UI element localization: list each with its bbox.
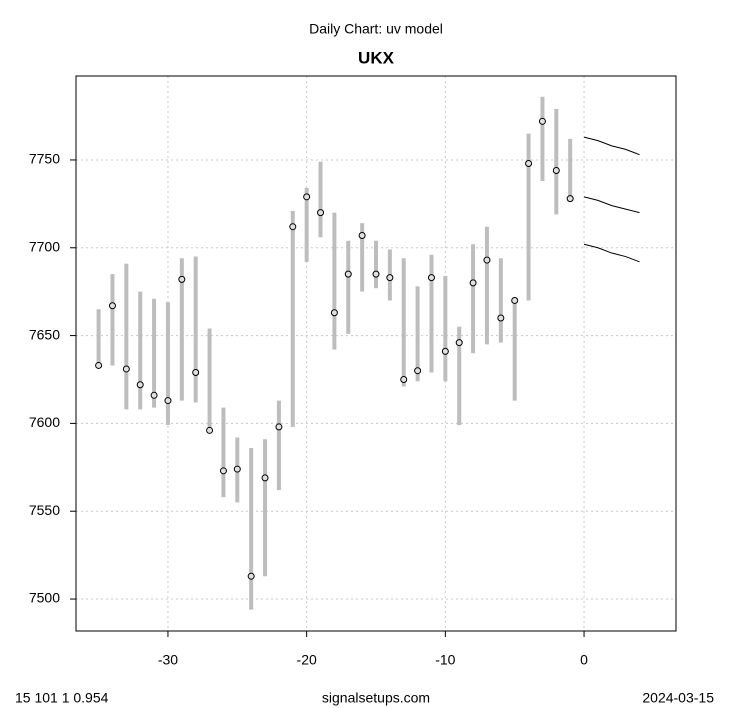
close-point	[511, 296, 519, 304]
forecast-line	[583, 136, 640, 156]
close-point	[552, 166, 560, 174]
close-point	[483, 256, 491, 264]
close-point	[538, 117, 546, 125]
forecast-line	[583, 196, 640, 214]
close-point	[441, 347, 449, 355]
forecast-line	[583, 243, 640, 263]
close-point	[400, 375, 408, 383]
chart-subtitle: Daily Chart: uv model	[309, 21, 443, 37]
x-tick-label: 0	[580, 652, 588, 668]
close-point	[219, 467, 227, 475]
y-tick-label: 7500	[29, 590, 60, 606]
y-tick-label: 7550	[29, 502, 60, 518]
close-point	[303, 193, 311, 201]
close-point	[261, 474, 269, 482]
plot-frame	[75, 75, 677, 632]
close-point	[455, 339, 463, 347]
close-point	[358, 231, 366, 239]
close-point	[427, 274, 435, 282]
close-point	[469, 279, 477, 287]
x-tick-label: -10	[435, 652, 455, 668]
close-point	[372, 270, 380, 278]
y-tick-label: 7600	[29, 414, 60, 430]
x-tick-label: -30	[158, 652, 178, 668]
close-point	[233, 465, 241, 473]
chart-title: UKX	[358, 48, 395, 67]
close-point	[344, 270, 352, 278]
close-point	[566, 195, 574, 203]
close-point	[206, 426, 214, 434]
close-point	[178, 275, 186, 283]
close-point	[317, 209, 325, 217]
footer-center: signalsetups.com	[322, 690, 430, 706]
close-point	[122, 365, 130, 373]
y-tick-label: 7650	[29, 326, 60, 342]
close-point	[164, 397, 172, 405]
close-point	[247, 572, 255, 580]
close-point	[192, 368, 200, 376]
close-point	[108, 302, 116, 310]
footer-left: 15 101 1 0.954	[15, 690, 109, 706]
close-point	[386, 274, 394, 282]
close-point	[497, 314, 505, 322]
y-tick-label: 7700	[29, 238, 60, 254]
close-point	[289, 223, 297, 231]
close-point	[95, 361, 103, 369]
close-point	[525, 159, 533, 167]
close-point	[136, 381, 144, 389]
y-tick-label: 7750	[29, 151, 60, 167]
footer-right: 2024-03-15	[642, 690, 714, 706]
close-point	[150, 391, 158, 399]
x-tick-label: -20	[297, 652, 317, 668]
close-point	[330, 309, 338, 317]
close-point	[275, 423, 283, 431]
close-point	[414, 367, 422, 375]
